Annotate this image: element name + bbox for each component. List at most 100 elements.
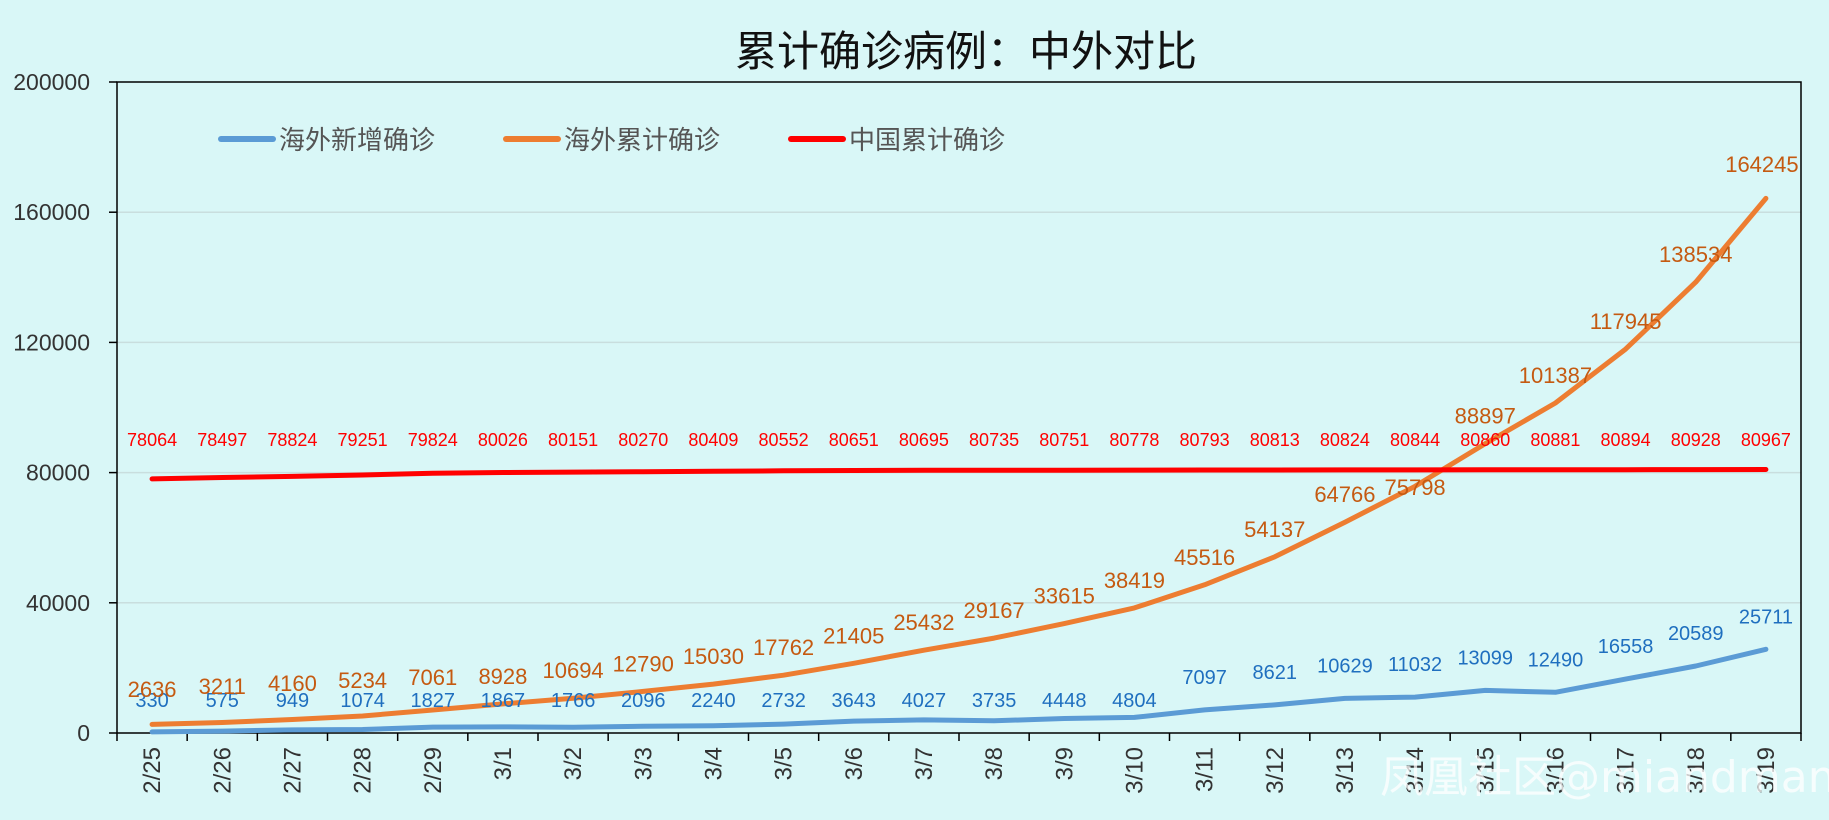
data-label-china-total: 78824 xyxy=(267,430,317,450)
data-point-overseas-total xyxy=(1203,583,1207,587)
data-label-overseas-new: 575 xyxy=(206,690,239,712)
data-point-overseas-new xyxy=(220,729,224,733)
series-group xyxy=(149,195,1769,735)
data-point-overseas-new xyxy=(1203,708,1207,712)
data-point-overseas-total xyxy=(571,696,575,700)
data-label-china-total: 78064 xyxy=(127,430,177,450)
data-label-china-total: 80813 xyxy=(1250,430,1300,450)
y-tick-label: 200000 xyxy=(13,69,90,95)
data-label-overseas-total: 88897 xyxy=(1455,404,1516,429)
x-tick-label: 2/26 xyxy=(209,747,236,794)
data-point-overseas-new xyxy=(992,719,996,723)
data-point-china-total xyxy=(361,473,365,477)
data-label-overseas-new: 10629 xyxy=(1317,655,1373,677)
data-label-overseas-new: 2240 xyxy=(691,690,736,712)
data-label-china-total: 80651 xyxy=(829,430,879,450)
data-point-overseas-total xyxy=(361,714,365,718)
data-point-overseas-new xyxy=(1694,664,1698,668)
data-label-china-total: 80860 xyxy=(1460,430,1510,450)
x-tick-label: 3/12 xyxy=(1262,747,1289,794)
x-tick-label: 3/15 xyxy=(1472,747,1499,794)
data-label-overseas-new: 25711 xyxy=(1739,606,1793,628)
data-point-overseas-total xyxy=(220,721,224,725)
data-point-overseas-total xyxy=(290,717,294,721)
data-label-overseas-total: 2636 xyxy=(128,677,177,702)
data-point-overseas-new xyxy=(782,722,786,726)
x-tick-label: 3/17 xyxy=(1613,747,1640,794)
data-point-overseas-total xyxy=(1483,442,1487,446)
data-point-china-total xyxy=(1624,468,1628,472)
x-tick-label: 3/10 xyxy=(1121,747,1148,794)
data-point-overseas-total xyxy=(1694,280,1698,284)
data-label-overseas-total: 75798 xyxy=(1384,475,1445,500)
legend-label-overseas-total: 海外累计确诊 xyxy=(564,126,720,156)
data-point-china-total xyxy=(1273,468,1277,472)
data-label-china-total: 80151 xyxy=(548,430,598,450)
y-tick-label: 120000 xyxy=(13,329,90,355)
data-point-china-total xyxy=(1062,468,1066,472)
data-label-overseas-new: 11032 xyxy=(1388,654,1442,676)
y-tick-label: 40000 xyxy=(26,590,90,616)
x-tick-label: 3/8 xyxy=(981,747,1008,780)
data-label-overseas-new: 3735 xyxy=(972,690,1017,712)
data-label-china-total: 80793 xyxy=(1180,430,1230,450)
data-label-overseas-new: 949 xyxy=(276,690,309,712)
data-point-china-total xyxy=(1483,468,1487,472)
watermark-text: 凤凰社区@miandman xyxy=(1380,752,1829,803)
x-tick-label: 3/18 xyxy=(1683,747,1710,794)
data-point-china-total xyxy=(992,468,996,472)
data-point-overseas-new xyxy=(1132,715,1136,719)
data-point-overseas-total xyxy=(1062,622,1066,626)
y-axis: 0 40000 80000 120000 160000 200000 xyxy=(13,69,117,746)
data-label-china-total: 80552 xyxy=(759,430,809,450)
data-point-china-total xyxy=(1132,468,1136,472)
x-axis: 2/25 2/26 2/27 2/28 2/29 3/1 3/2 3/3 3/4 3/5 3/6 3/… xyxy=(116,733,1802,794)
data-label-overseas-new: 8621 xyxy=(1253,662,1298,684)
data-point-overseas-new xyxy=(1553,690,1557,694)
data-point-overseas-new xyxy=(290,728,294,732)
data-label-overseas-total: 7061 xyxy=(408,665,457,690)
data-label-china-total: 78497 xyxy=(197,430,247,450)
data-point-china-total xyxy=(431,471,435,475)
x-tick-label: 3/5 xyxy=(771,747,798,780)
data-label-overseas-total: 54137 xyxy=(1244,517,1305,542)
data-label-overseas-new: 330 xyxy=(135,690,168,712)
x-tick-label: 3/4 xyxy=(700,747,727,780)
data-label-overseas-new: 7097 xyxy=(1182,667,1227,689)
data-label-overseas-total: 17762 xyxy=(753,635,814,660)
data-point-overseas-total xyxy=(150,722,154,726)
data-point-overseas-new xyxy=(431,725,435,729)
data-label-overseas-total: 4160 xyxy=(268,671,317,696)
data-point-china-total xyxy=(1413,468,1417,472)
x-tick-label: 2/28 xyxy=(350,747,377,794)
data-point-china-total xyxy=(220,475,224,479)
x-tick-label: 3/2 xyxy=(560,747,587,780)
y-tick-label: 0 xyxy=(77,720,90,746)
data-label-china-total: 80695 xyxy=(899,430,949,450)
data-point-overseas-total xyxy=(1553,401,1557,405)
data-point-overseas-new xyxy=(852,719,856,723)
data-labels: 330 575 949 1074 1827 1867 1766 2096 2240 2732 364… xyxy=(127,152,1799,712)
data-point-overseas-total xyxy=(711,682,715,686)
x-tick-label: 2/29 xyxy=(420,747,447,794)
data-point-overseas-new xyxy=(1062,717,1066,721)
data-label-overseas-total: 101387 xyxy=(1519,363,1592,388)
data-label-china-total: 80778 xyxy=(1109,430,1159,450)
data-label-overseas-total: 21405 xyxy=(823,623,884,648)
legend: 海外新增确诊 海外累计确诊 中国累计确诊 xyxy=(218,126,1005,156)
data-point-china-total xyxy=(501,471,505,475)
data-label-overseas-total: 33615 xyxy=(1034,584,1095,609)
x-tick-label: 3/3 xyxy=(630,747,657,780)
data-point-overseas-total xyxy=(992,636,996,640)
x-tick-label: 3/1 xyxy=(490,747,517,780)
chart-title: 累计确诊病例：中外对比 xyxy=(735,27,1197,76)
data-point-china-total xyxy=(150,477,154,481)
data-point-china-total xyxy=(711,469,715,473)
data-label-china-total: 80928 xyxy=(1671,430,1721,450)
x-tick-label: 3/7 xyxy=(911,747,938,780)
data-point-china-total xyxy=(1343,468,1347,472)
data-point-china-total xyxy=(571,470,575,474)
data-label-overseas-total: 164245 xyxy=(1725,152,1798,177)
data-point-overseas-new xyxy=(1413,695,1417,699)
data-label-china-total: 79824 xyxy=(408,430,458,450)
